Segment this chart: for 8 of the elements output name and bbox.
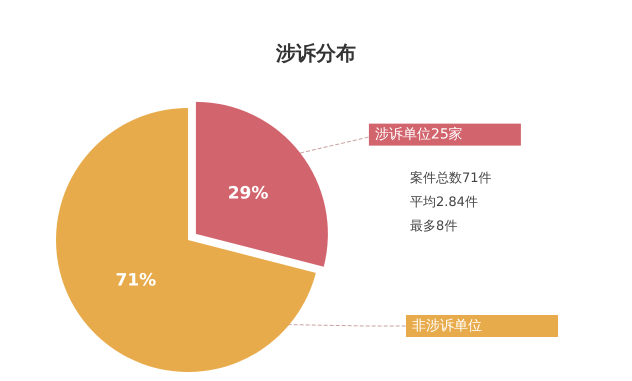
slice-label: 非涉诉单位 (412, 318, 482, 334)
text: 案件总数71件 (410, 170, 492, 186)
chart-title: 涉诉分布 (275, 41, 356, 65)
text: 平均2.84件 (410, 195, 478, 210)
text: 最多8件 (410, 219, 458, 234)
slice-label: 涉诉单位25家 (374, 126, 463, 143)
data-label: 29% (228, 183, 268, 204)
data-label: 71% (116, 270, 156, 290)
